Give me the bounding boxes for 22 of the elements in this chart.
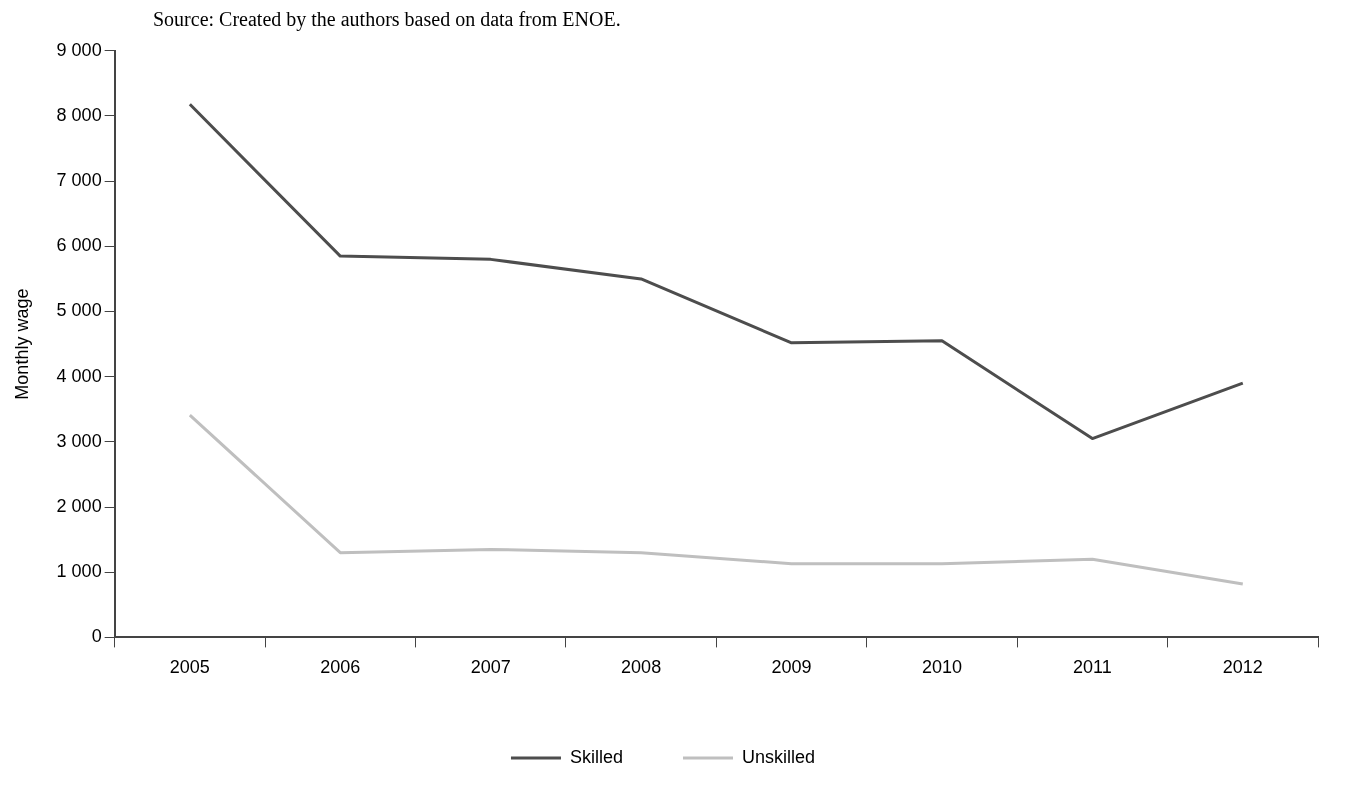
y-tick-label: 7 000 (56, 170, 102, 191)
legend-label: Skilled (569, 746, 623, 767)
y-axis-title: Monthly wage (11, 288, 32, 400)
y-tick-label: 5 000 (56, 300, 102, 321)
y-tick-label: 4 000 (56, 365, 102, 386)
y-tick-label: 9 000 (56, 39, 102, 60)
x-tick-label: 2010 (921, 657, 962, 678)
x-tick-label: 2007 (470, 657, 511, 678)
x-tick-label: 2006 (320, 657, 361, 678)
y-tick-label: 3 000 (56, 430, 102, 451)
x-tick-label: 2012 (1222, 657, 1263, 678)
x-tick-label: 2009 (771, 657, 812, 678)
x-tick-label: 2005 (169, 657, 210, 678)
y-tick-label: 2 000 (56, 496, 102, 517)
x-tick-label: 2011 (1073, 657, 1112, 678)
y-tick-label: 0 (91, 626, 102, 647)
y-tick-label: 8 000 (56, 104, 102, 125)
y-tick-label: 1 000 (56, 561, 102, 582)
x-tick-label: 2008 (621, 657, 662, 678)
legend-label: Unskilled (742, 746, 816, 767)
source-note: Source: Created by the authors based on data from ENOE. (153, 8, 622, 31)
y-tick-label: 6 000 (56, 235, 102, 256)
